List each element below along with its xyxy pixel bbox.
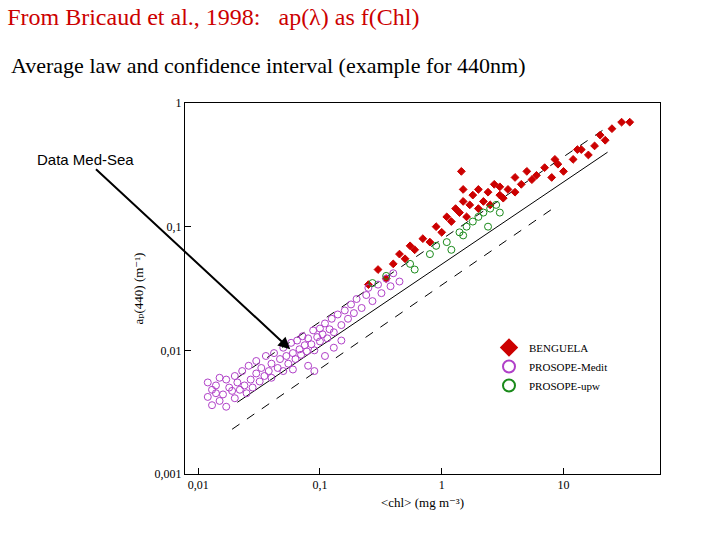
svg-text:1: 1 — [176, 96, 182, 110]
svg-text:Data Med-Sea: Data Med-Sea — [37, 151, 134, 168]
svg-text:BENGUELA: BENGUELA — [529, 342, 588, 354]
svg-text:Average law and confidence int: Average law and confidence interval (exa… — [11, 53, 526, 78]
svg-text:<chl> (mg m⁻³): <chl> (mg m⁻³) — [381, 495, 464, 510]
svg-text:0,01: 0,01 — [161, 344, 182, 358]
svg-text:0,1: 0,1 — [167, 220, 182, 234]
svg-text:0,01: 0,01 — [188, 478, 209, 492]
svg-text:0,1: 0,1 — [312, 478, 327, 492]
svg-text:10: 10 — [558, 478, 570, 492]
svg-text:0,001: 0,001 — [155, 467, 182, 481]
svg-text:PROSOPE-Medit: PROSOPE-Medit — [529, 361, 607, 373]
svg-text:aₚ(440) (m⁻¹): aₚ(440) (m⁻¹) — [131, 253, 146, 325]
svg-text:1: 1 — [439, 478, 445, 492]
svg-text:PROSOPE-upw: PROSOPE-upw — [529, 380, 600, 392]
svg-text:From Bricaud et al., 1998: a: From Bricaud et al., 1998: ap(λ) as f(Ch… — [7, 4, 419, 30]
